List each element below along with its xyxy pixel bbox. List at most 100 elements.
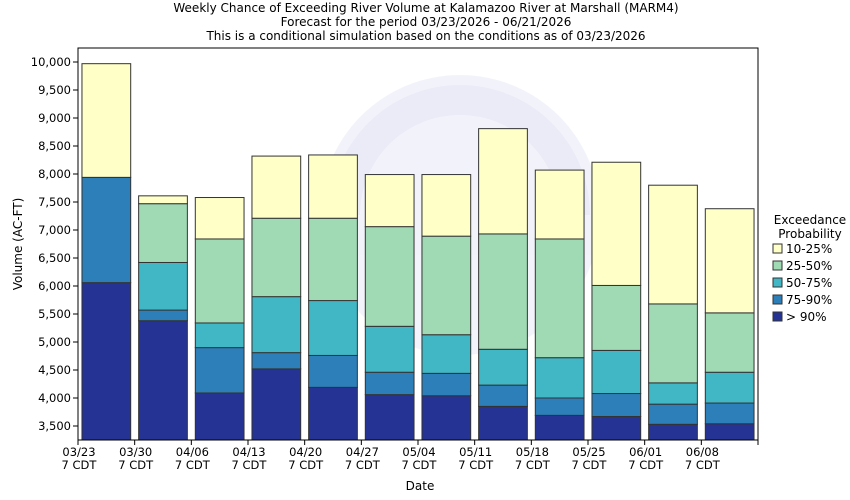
bar-segment-p25_50 xyxy=(478,233,528,350)
x-tick-label: 05/18 xyxy=(516,445,549,459)
bar-segment-gt90 xyxy=(648,423,698,441)
bar-segment-p75_90 xyxy=(81,176,132,284)
y-tick-label: 8,000 xyxy=(38,167,71,181)
bar-segment-p50_75 xyxy=(138,261,188,311)
bar-segment-p25_50 xyxy=(648,303,698,384)
title-line-1: Weekly Chance of Exceeding River Volume … xyxy=(173,1,678,15)
legend-swatch xyxy=(772,243,783,254)
x-tick-sublabel: 7 CDT xyxy=(515,458,551,472)
x-tick-sublabel: 7 CDT xyxy=(458,458,494,472)
bar-segment-p10_25 xyxy=(591,161,642,286)
bar-segment-gt90 xyxy=(364,394,415,441)
y-tick-label: 3,500 xyxy=(38,419,71,433)
bar-segment-p75_90 xyxy=(308,354,358,388)
y-tick-label: 5,500 xyxy=(38,307,71,321)
x-tick-label: 05/04 xyxy=(402,445,435,459)
bar-segment-p75_90 xyxy=(251,352,302,370)
bar-segment-p10_25 xyxy=(81,63,132,178)
y-tick-label: 7,500 xyxy=(38,195,71,209)
bar-segment-gt90 xyxy=(81,282,132,441)
x-tick-label: 04/13 xyxy=(232,445,265,459)
title-line-3: This is a conditional simulation based o… xyxy=(205,29,645,43)
x-axis-title: Date xyxy=(406,479,435,493)
bar-segment-p50_75 xyxy=(308,300,358,356)
bar-segment-p10_25 xyxy=(308,154,358,219)
bar-segment-p10_25 xyxy=(648,184,698,305)
bar-segment-p50_75 xyxy=(478,348,528,386)
y-axis-title: Volume (AC-FT) xyxy=(11,198,25,291)
bar-segment-gt90 xyxy=(478,405,528,441)
legend: Exceedance Probability 10-25% 25-50% 50-75… xyxy=(772,213,846,324)
bar-segment-gt90 xyxy=(194,392,245,441)
bar-segment-p50_75 xyxy=(421,334,472,374)
bar-segment-p50_75 xyxy=(194,322,245,349)
bar-segment-p10_25 xyxy=(534,169,585,240)
bar-segment-p50_75 xyxy=(704,371,755,404)
legend-title-line-2: Probability xyxy=(778,227,841,241)
x-tick-label: 06/08 xyxy=(686,445,719,459)
x-tick-sublabel: 7 CDT xyxy=(685,458,721,472)
bar-segment-gt90 xyxy=(308,386,358,441)
y-tick-label: 6,000 xyxy=(38,279,71,293)
x-tick-sublabel: 7 CDT xyxy=(402,458,438,472)
y-tick-label: 8,500 xyxy=(38,139,71,153)
legend-label: > 90% xyxy=(786,310,827,324)
bar-segment-p10_25 xyxy=(421,174,472,237)
bar-segment-p75_90 xyxy=(591,393,642,417)
x-tick-sublabel: 7 CDT xyxy=(232,458,268,472)
bar-segment-p75_90 xyxy=(704,402,755,425)
bar-segment-p25_50 xyxy=(704,312,755,373)
x-tick-sublabel: 7 CDT xyxy=(175,458,211,472)
legend-swatch xyxy=(772,277,783,288)
y-tick-label: 9,500 xyxy=(38,83,71,97)
bar-segment-p10_25 xyxy=(364,174,415,228)
bar-segment-p25_50 xyxy=(308,217,358,302)
bars-layer xyxy=(81,63,755,441)
y-tick-label: 4,500 xyxy=(38,363,71,377)
bar-segment-p10_25 xyxy=(194,197,245,240)
bar-segment-p25_50 xyxy=(364,226,415,327)
y-tick-label: 10,000 xyxy=(31,55,71,69)
bar-segment-p75_90 xyxy=(194,347,245,394)
bar-segment-gt90 xyxy=(421,395,472,441)
x-tick-sublabel: 7 CDT xyxy=(345,458,381,472)
legend-swatch xyxy=(772,294,783,305)
x-tick-sublabel: 7 CDT xyxy=(628,458,664,472)
y-tick-label: 5,000 xyxy=(38,335,71,349)
x-tick-sublabel: 7 CDT xyxy=(572,458,608,472)
bar-segment-p50_75 xyxy=(534,357,585,399)
bar-segment-p75_90 xyxy=(138,309,188,322)
bar-segment-p75_90 xyxy=(534,397,585,416)
legend-label: 10-25% xyxy=(786,242,832,256)
bar-segment-p25_50 xyxy=(194,238,245,324)
bar-segment-p10_25 xyxy=(704,208,755,314)
bar-segment-p75_90 xyxy=(364,371,415,396)
legend-title-line-1: Exceedance xyxy=(774,213,846,227)
y-tick-label: 7,000 xyxy=(38,223,71,237)
bar-segment-p75_90 xyxy=(648,403,698,425)
legend-swatch xyxy=(772,311,783,322)
bar-segment-p10_25 xyxy=(478,128,528,235)
bar-segment-p50_75 xyxy=(364,325,415,373)
bar-segment-p75_90 xyxy=(421,372,472,397)
x-tick-sublabel: 7 CDT xyxy=(62,458,98,472)
bar-segment-gt90 xyxy=(534,414,585,441)
legend-swatch xyxy=(772,260,783,271)
x-tick-label: 05/11 xyxy=(459,445,492,459)
x-tick-label: 03/30 xyxy=(119,445,152,459)
plot-area xyxy=(78,48,758,440)
bar-segment-p10_25 xyxy=(251,155,302,219)
bar-segment-p50_75 xyxy=(648,382,698,405)
x-tick-label: 05/25 xyxy=(572,445,605,459)
bar-segment-gt90 xyxy=(251,368,302,441)
x-tick-label: 04/27 xyxy=(346,445,379,459)
x-tick-label: 04/06 xyxy=(176,445,209,459)
y-tick-label: 9,000 xyxy=(38,111,71,125)
bar-segment-p50_75 xyxy=(251,296,302,354)
bar-segment-p25_50 xyxy=(138,203,188,263)
bar-segment-p25_50 xyxy=(591,284,642,351)
legend-label: 25-50% xyxy=(786,259,832,273)
x-tick-label: 04/20 xyxy=(289,445,322,459)
